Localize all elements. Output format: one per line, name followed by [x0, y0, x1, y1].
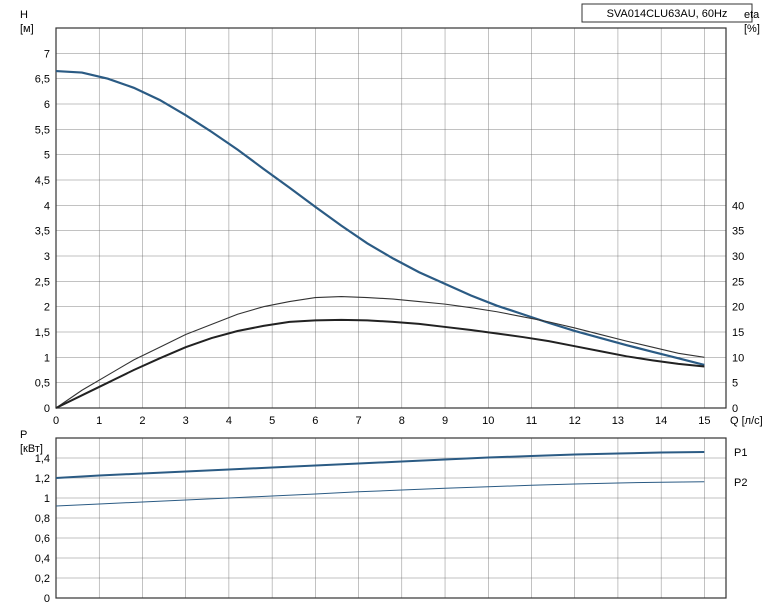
svg-text:0,4: 0,4 [35, 553, 50, 565]
svg-text:0,6: 0,6 [35, 533, 50, 545]
svg-text:5,5: 5,5 [35, 124, 50, 136]
svg-text:6,5: 6,5 [35, 74, 50, 86]
svg-text:35: 35 [732, 226, 744, 238]
svg-text:0,2: 0,2 [35, 573, 50, 585]
svg-text:1,4: 1,4 [35, 453, 50, 465]
svg-text:8: 8 [399, 415, 405, 427]
pump-curve-chart: SVA014CLU63AU, 60Hz H [м] eta [%] Q [л/с… [0, 0, 774, 611]
svg-text:2: 2 [139, 415, 145, 427]
p2-label: P2 [734, 477, 747, 489]
svg-text:20: 20 [732, 302, 744, 314]
p1-curve [56, 452, 704, 478]
svg-text:0: 0 [732, 403, 738, 415]
svg-text:7: 7 [44, 48, 50, 60]
svg-text:6: 6 [44, 99, 50, 111]
p1-label: P1 [734, 447, 747, 459]
svg-text:3: 3 [183, 415, 189, 427]
svg-text:4: 4 [226, 415, 232, 427]
svg-text:1,2: 1,2 [35, 473, 50, 485]
svg-text:2,5: 2,5 [35, 276, 50, 288]
svg-text:0: 0 [53, 415, 59, 427]
bottom-chart: P [кВт] 00,20,40,60,811,21,4 P1 P2 [20, 429, 747, 605]
svg-text:11: 11 [526, 415, 537, 427]
svg-text:1: 1 [96, 415, 102, 427]
top-chart: H [м] eta [%] Q [л/с] 0 0,5 1 1,5 2 2,5 3 3,5 4 4… [20, 9, 763, 427]
svg-text:5: 5 [269, 415, 275, 427]
svg-text:15: 15 [732, 327, 744, 339]
svg-text:4: 4 [44, 200, 50, 212]
top-grid [56, 28, 726, 408]
svg-text:14: 14 [655, 415, 667, 427]
svg-text:10: 10 [732, 352, 744, 364]
svg-text:30: 30 [732, 251, 744, 263]
efficiency-curve-thick [56, 320, 704, 408]
svg-text:0: 0 [44, 403, 50, 415]
svg-text:25: 25 [732, 276, 744, 288]
top-left-ticks: 0 0,5 1 1,5 2 2,5 3 3,5 4 4,5 5 5,5 6 6,5 7 [35, 48, 50, 415]
top-left-axis-label-2: [м] [20, 23, 34, 35]
svg-text:1,5: 1,5 [35, 327, 50, 339]
svg-text:3: 3 [44, 251, 50, 263]
svg-text:13: 13 [612, 415, 624, 427]
svg-text:5: 5 [732, 378, 738, 390]
svg-text:40: 40 [732, 200, 744, 212]
svg-text:10: 10 [482, 415, 494, 427]
bottom-left-axis-label-1: P [20, 429, 27, 441]
svg-text:9: 9 [442, 415, 448, 427]
header-label: SVA014CLU63AU, 60Hz [607, 8, 728, 20]
svg-text:1: 1 [44, 493, 50, 505]
svg-text:0: 0 [44, 593, 50, 605]
bottom-left-ticks: 0 0,2 0,4 0,6 0,8 1 1,2 1,4 [35, 453, 50, 605]
svg-text:7: 7 [356, 415, 362, 427]
svg-text:0,5: 0,5 [35, 378, 50, 390]
svg-text:15: 15 [698, 415, 710, 427]
svg-text:4,5: 4,5 [35, 175, 50, 187]
top-x-axis-label: Q [л/с] [730, 415, 763, 427]
svg-text:0,8: 0,8 [35, 513, 50, 525]
top-bottom-ticks: 0123456789101112131415 [53, 415, 711, 427]
top-left-axis-label-1: H [20, 9, 28, 21]
svg-text:1: 1 [44, 352, 50, 364]
svg-text:2: 2 [44, 302, 50, 314]
svg-text:3,5: 3,5 [35, 226, 50, 238]
svg-text:12: 12 [569, 415, 581, 427]
top-right-axis-label-1: eta [744, 9, 760, 21]
top-right-ticks: 0 5 10 15 20 25 30 35 40 [732, 200, 744, 415]
top-frame [56, 28, 726, 408]
p2-curve [56, 482, 704, 506]
svg-text:5: 5 [44, 150, 50, 162]
top-right-axis-label-2: [%] [744, 23, 760, 35]
svg-text:6: 6 [312, 415, 318, 427]
